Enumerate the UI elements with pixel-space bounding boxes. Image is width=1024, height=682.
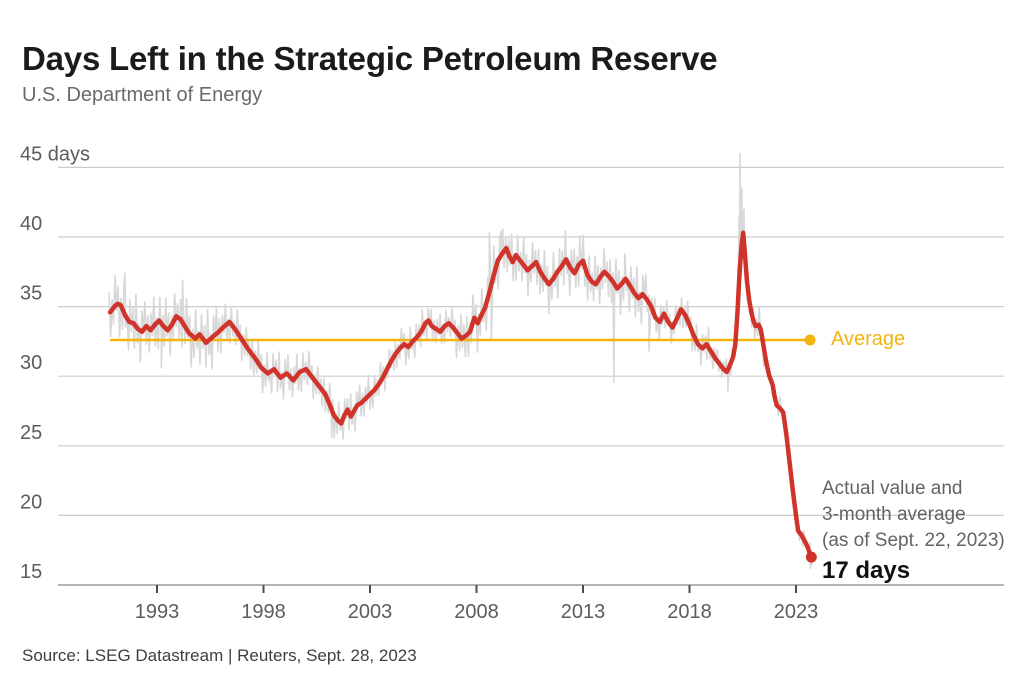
three-month-average-line [107, 230, 814, 560]
y-tick-label: 30 [20, 352, 42, 374]
x-tick-label: 2008 [454, 601, 499, 623]
average-end-dot [804, 334, 816, 346]
y-tick-label: 15 [20, 561, 42, 583]
y-tick-label: 25 [20, 422, 42, 444]
y-tick-label: 45 days [20, 143, 90, 165]
source-note: Source: LSEG Datastream | Reuters, Sept.… [22, 646, 417, 665]
y-tick-label: 35 [20, 283, 42, 305]
actual-value-line [108, 152, 813, 570]
average-line-label: Average [831, 328, 906, 350]
x-tick-label: 2018 [667, 601, 712, 623]
end-value-label: 17 days [822, 557, 911, 584]
chart-subtitle: U.S. Department of Energy [22, 84, 263, 106]
chart-title: Days Left in the Strategic Petroleum Res… [22, 40, 718, 78]
y-tick-label: 40 [20, 213, 42, 235]
annotation-line: (as of Sept. 22, 2023) [822, 530, 1005, 551]
annotation-line: Actual value and [822, 478, 963, 499]
x-tick-label: 2003 [348, 601, 393, 623]
series-end-dot [805, 551, 817, 563]
x-tick-label: 1993 [135, 601, 180, 623]
chart-annotation: Actual value and 3-month average (as of … [822, 476, 1022, 585]
annotation-line: 3-month average [822, 504, 966, 525]
x-tick-label: 2023 [774, 601, 819, 623]
x-tick-label: 1998 [241, 601, 286, 623]
x-tick-label: 2013 [561, 601, 606, 623]
y-tick-label: 20 [20, 491, 42, 513]
